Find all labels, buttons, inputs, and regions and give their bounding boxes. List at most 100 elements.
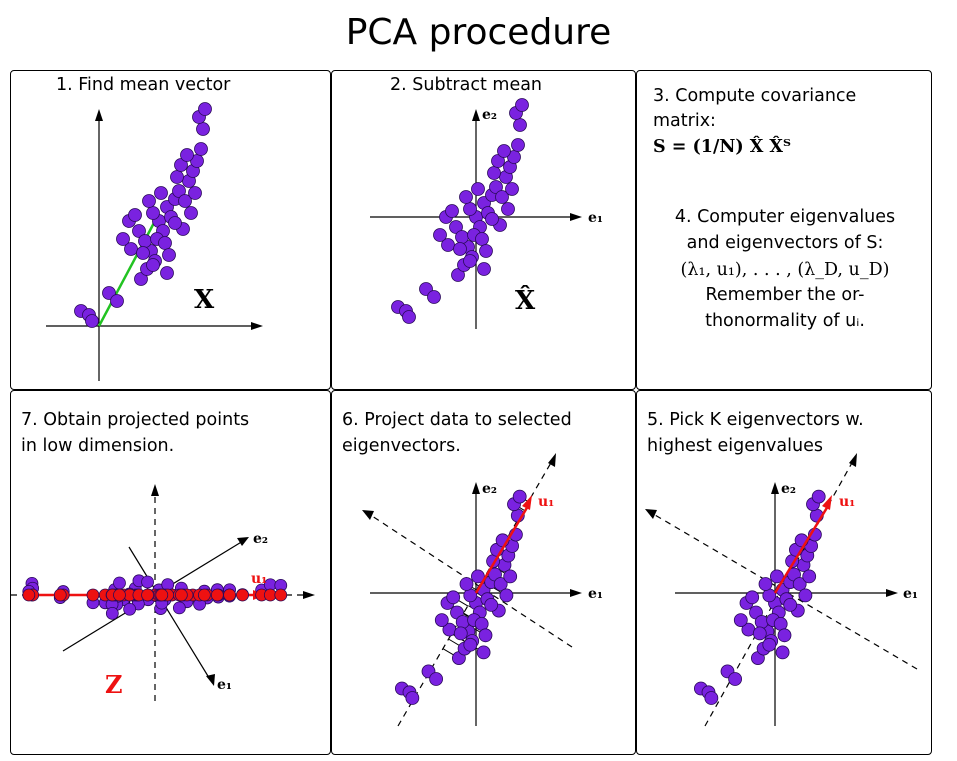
- panel-7-label-line1: 7. Obtain projected points: [21, 410, 250, 430]
- data-point: [168, 216, 182, 230]
- page-title: PCA procedure: [345, 12, 612, 53]
- data-point: [116, 232, 130, 246]
- data-point: [769, 569, 784, 584]
- data-point: [194, 142, 208, 156]
- data-point: [798, 588, 813, 603]
- panel-2-plot: e₂ e₁ X̂: [370, 98, 603, 329]
- data-point: [162, 248, 176, 262]
- projected-point: [86, 588, 100, 602]
- panel-5-label-line1: 5. Pick K eigenvectors w.: [647, 410, 864, 430]
- data-point: [459, 190, 473, 204]
- data-point: [503, 569, 518, 584]
- data-point: [455, 615, 470, 629]
- data-point: [491, 154, 505, 168]
- step4-line2: and eigenvectors of S:: [686, 233, 884, 253]
- data-point: [489, 180, 503, 194]
- data-point: [123, 602, 137, 616]
- panel-5-plot: e₂ e₁ u₁: [645, 453, 918, 727]
- data-point: [455, 230, 469, 244]
- data-point: [184, 206, 198, 220]
- data-point: [775, 645, 790, 660]
- data-point: [515, 98, 529, 112]
- data-point: [158, 236, 172, 250]
- panel-1-plot: X: [46, 102, 263, 381]
- data-label-xhat: X̂: [515, 285, 536, 316]
- projected-point: [236, 588, 249, 602]
- data-point: [463, 202, 477, 216]
- data-point: [479, 244, 493, 258]
- panel-6-data-points: [395, 489, 527, 705]
- data-point: [511, 138, 525, 152]
- projected-point: [155, 588, 169, 602]
- panel-subtract-mean: e₂ e₁ X̂ 2. Subtract mean: [331, 70, 636, 390]
- data-point: [142, 194, 156, 208]
- panel-7-label-line2: in low dimension.: [21, 436, 175, 456]
- step4-line1: 4. Computer eigenvalues: [674, 207, 896, 227]
- data-point: [453, 626, 468, 641]
- projected-point: [174, 588, 188, 602]
- data-point: [134, 272, 148, 286]
- data-point: [733, 613, 748, 628]
- data-point: [110, 294, 124, 308]
- axis-e1: e₁: [903, 586, 918, 602]
- axis-e2: e₂: [781, 481, 796, 497]
- panel-projected-points: e₂ e₁ u₁ Z 7. Obtain projected points in…: [10, 390, 331, 755]
- data-point: [493, 577, 508, 591]
- panel-5-label-line2: highest eigenvalues: [647, 436, 823, 456]
- data-point: [446, 590, 461, 605]
- step4-line5: thonormality of uᵢ.: [705, 311, 865, 331]
- data-point: [777, 628, 792, 643]
- data-label-x: X: [194, 285, 215, 315]
- data-point: [501, 202, 515, 216]
- axis-u1: u₁: [251, 571, 267, 587]
- projected-point: [141, 588, 154, 602]
- data-point: [170, 170, 184, 184]
- panel-project-data: e₂ e₁ u₁ 6. Project data to selected eig…: [331, 390, 636, 755]
- data-point: [484, 597, 499, 612]
- projected-point: [197, 588, 211, 602]
- data-point: [154, 186, 168, 200]
- projected-point: [223, 588, 236, 602]
- axis-u1: u₁: [538, 494, 554, 510]
- data-point: [704, 691, 719, 705]
- axis-e1: e₁: [588, 210, 603, 226]
- data-point: [478, 628, 493, 643]
- axis-u1: u₁: [839, 494, 855, 510]
- data-point: [434, 613, 449, 628]
- data-point: [470, 569, 485, 584]
- data-point: [792, 577, 807, 591]
- data-point: [495, 190, 509, 204]
- data-point: [512, 489, 527, 504]
- data-point: [728, 672, 742, 686]
- axis-e1: e₁: [588, 586, 603, 602]
- data-point: [85, 314, 99, 328]
- data-point: [451, 268, 465, 282]
- step3-line1: 3. Compute covariance: [653, 86, 857, 106]
- data-point: [141, 575, 154, 589]
- data-point: [758, 577, 773, 591]
- data-point: [513, 118, 527, 132]
- axis-e2: e₂: [482, 107, 497, 123]
- panel-7-plot: e₂ e₁ u₁ Z: [11, 484, 315, 701]
- data-point: [429, 672, 443, 686]
- data-point: [188, 186, 202, 200]
- data-point: [198, 102, 212, 116]
- projected-point: [22, 588, 36, 602]
- axis-e1: e₁: [217, 677, 232, 693]
- covariance-formula: S = (1/N) X̂ X̂ᵀ: [653, 137, 791, 157]
- data-point: [128, 208, 142, 222]
- data-point: [463, 637, 478, 652]
- data-point: [196, 122, 210, 136]
- step4-line4: Remember the or-: [705, 285, 865, 305]
- data-point: [178, 194, 192, 208]
- data-point: [811, 489, 826, 504]
- data-point: [487, 166, 501, 180]
- data-point: [485, 212, 499, 226]
- panel-6-label-line1: 6. Project data to selected: [342, 410, 572, 430]
- step4-line3: (λ₁, u₁), . . . , (λ_D, u_D): [680, 260, 890, 280]
- panel-2-label: 2. Subtract mean: [390, 75, 543, 95]
- data-point: [445, 204, 459, 218]
- panel-5-data-points: [694, 489, 826, 705]
- projected-point: [53, 588, 67, 602]
- data-point: [505, 182, 519, 196]
